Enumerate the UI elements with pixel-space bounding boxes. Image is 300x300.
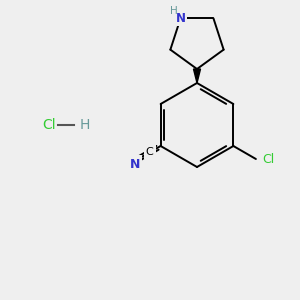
Text: C: C xyxy=(146,147,154,157)
Text: Cl: Cl xyxy=(42,118,56,132)
Text: H: H xyxy=(170,6,177,16)
Text: N: N xyxy=(130,158,140,170)
Text: H: H xyxy=(80,118,90,132)
Polygon shape xyxy=(194,69,200,83)
Text: N: N xyxy=(176,12,185,25)
Text: Cl: Cl xyxy=(262,152,274,166)
